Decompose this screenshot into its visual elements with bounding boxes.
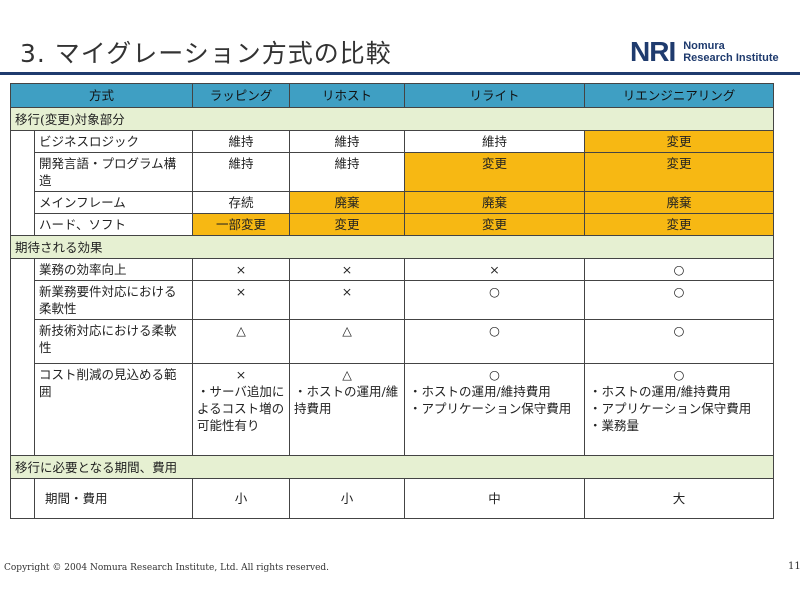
table-cell: △ ・ホストの運用/維持費用 [289, 363, 406, 456]
table-cell: × [404, 258, 586, 281]
table-cell: ○ ・ホストの運用/維持費用 ・アプリケーション保守費用 [404, 363, 586, 456]
row-label: 新業務要件対応における柔軟性 [33, 280, 194, 320]
table-cell: 廃棄 [404, 191, 586, 214]
row-label: 業務の効率向上 [33, 258, 194, 281]
cost-note: ・ホストの運用/維持費用 [589, 384, 731, 399]
table-cell: 一部変更 [192, 213, 291, 236]
table-cell: 維持 [192, 152, 291, 192]
table-cell: ○ [584, 319, 775, 364]
cost-mark: × [235, 367, 247, 382]
cost-note: ・アプリケーション保守費用 [409, 401, 572, 416]
table-cell: 変更 [584, 152, 775, 192]
row-label: 期間・費用 [33, 478, 194, 519]
table-cell: × [289, 280, 406, 320]
row-label: ハード、ソフト [33, 213, 194, 236]
indent-cell [10, 478, 35, 519]
table-cell: 小 [192, 478, 291, 519]
header-wrapping: ラッピング [192, 83, 291, 108]
table-cell: 存続 [192, 191, 291, 214]
header-method: 方式 [9, 83, 194, 108]
table-cell: 維持 [404, 130, 586, 153]
section-label: 移行に必要となる期間、費用 [9, 455, 775, 479]
table-cell: 維持 [289, 152, 406, 192]
table-row: コスト削減の見込める範囲 × ・サーバ追加によるコスト増の可能性有り △ ・ホス… [11, 363, 775, 456]
table-cell: 維持 [192, 130, 291, 153]
table-header-row: 方式 ラッピング リホスト リライト リエンジニアリング [9, 83, 775, 108]
table-row: 新業務要件対応における柔軟性 × × ○ ○ [11, 280, 775, 320]
cost-note: ・ホストの運用/維持費用 [409, 384, 551, 399]
table-cell: ○ [404, 280, 586, 320]
logo-line1: Nomura [683, 40, 725, 52]
row-label: ビジネスロジック [33, 130, 194, 153]
section-label: 移行(変更)対象部分 [9, 107, 775, 131]
page-number: 11 [788, 561, 800, 572]
table-cell: 大 [584, 478, 775, 519]
row-label: メインフレーム [33, 191, 194, 214]
table-cell: × [192, 280, 291, 320]
header-rewrite: リライト [404, 83, 586, 108]
row-label: コスト削減の見込める範囲 [33, 363, 194, 456]
table-cell: 中 [404, 478, 586, 519]
table-cell: △ [289, 319, 406, 364]
table-cell: ○ [404, 319, 586, 364]
comparison-table: 方式 ラッピング リホスト リライト リエンジニアリング 移行(変更)対象部分 … [9, 83, 775, 519]
table-row: 期間・費用 小 小 中 大 [10, 478, 775, 519]
cost-note: ・アプリケーション保守費用 [589, 401, 752, 416]
table-cell: 維持 [289, 130, 406, 153]
table-cell: 廃棄 [584, 191, 775, 214]
logo-line2: Research Institute [683, 52, 779, 64]
table-row: ハード、ソフト 一部変更 変更 変更 変更 [11, 213, 775, 236]
table-row: 新技術対応における柔軟性 △ △ ○ ○ [11, 319, 775, 364]
cost-mark: ○ [489, 367, 500, 382]
header-rehost: リホスト [289, 83, 406, 108]
table-row: メインフレーム 存続 廃棄 廃棄 廃棄 [11, 191, 775, 214]
table-cell: 変更 [404, 152, 586, 192]
slide-title: 3. マイグレーション方式の比較 [20, 39, 392, 68]
section-row: 期待される効果 [9, 235, 775, 259]
header-reengineering: リエンジニアリング [584, 83, 775, 108]
section-row: 移行に必要となる期間、費用 [9, 455, 775, 479]
table-row: ビジネスロジック 維持 維持 維持 変更 [10, 130, 775, 236]
cost-mark: △ [342, 367, 352, 382]
table-cell: × [289, 258, 406, 281]
table-cell: 変更 [584, 130, 775, 153]
nri-logo: NRI Nomura Research Institute [630, 38, 779, 66]
section-label: 期待される効果 [9, 235, 775, 259]
table-cell: × ・サーバ追加によるコスト増の可能性有り [192, 363, 291, 456]
table-cell: 変更 [404, 213, 586, 236]
section-row: 移行(変更)対象部分 [9, 107, 775, 131]
table-row: 業務の効率向上 × × × ○ [10, 258, 775, 456]
table-cell: ○ [584, 280, 775, 320]
logo-text: Nomura Research Institute [683, 40, 778, 64]
logo-mark: NRI [630, 36, 676, 67]
copyright-footer: Copyright © 2004 Nomura Research Institu… [4, 563, 330, 573]
table-cell: ○ [584, 258, 775, 281]
table-cell: 小 [289, 478, 406, 519]
title-divider [0, 72, 800, 75]
cost-note: ・業務量 [589, 418, 640, 433]
table-row: 開発言語・プログラム構造 維持 維持 変更 変更 [11, 152, 775, 192]
cost-note: ・ホストの運用/維持費用 [294, 384, 399, 416]
table-cell: 変更 [289, 213, 406, 236]
indent-cell [10, 258, 35, 456]
row-label: 開発言語・プログラム構造 [33, 152, 194, 192]
table-cell: 変更 [584, 213, 775, 236]
indent-cell [10, 130, 35, 236]
table-cell: ○ ・ホストの運用/維持費用 ・アプリケーション保守費用 ・業務量 [584, 363, 775, 456]
table-cell: × [192, 258, 291, 281]
table-cell: △ [192, 319, 291, 364]
table-cell: 廃棄 [289, 191, 406, 214]
cost-mark: ○ [673, 367, 685, 382]
cost-note: ・サーバ追加によるコスト増の可能性有り [197, 384, 285, 433]
row-label: 新技術対応における柔軟性 [33, 319, 194, 364]
